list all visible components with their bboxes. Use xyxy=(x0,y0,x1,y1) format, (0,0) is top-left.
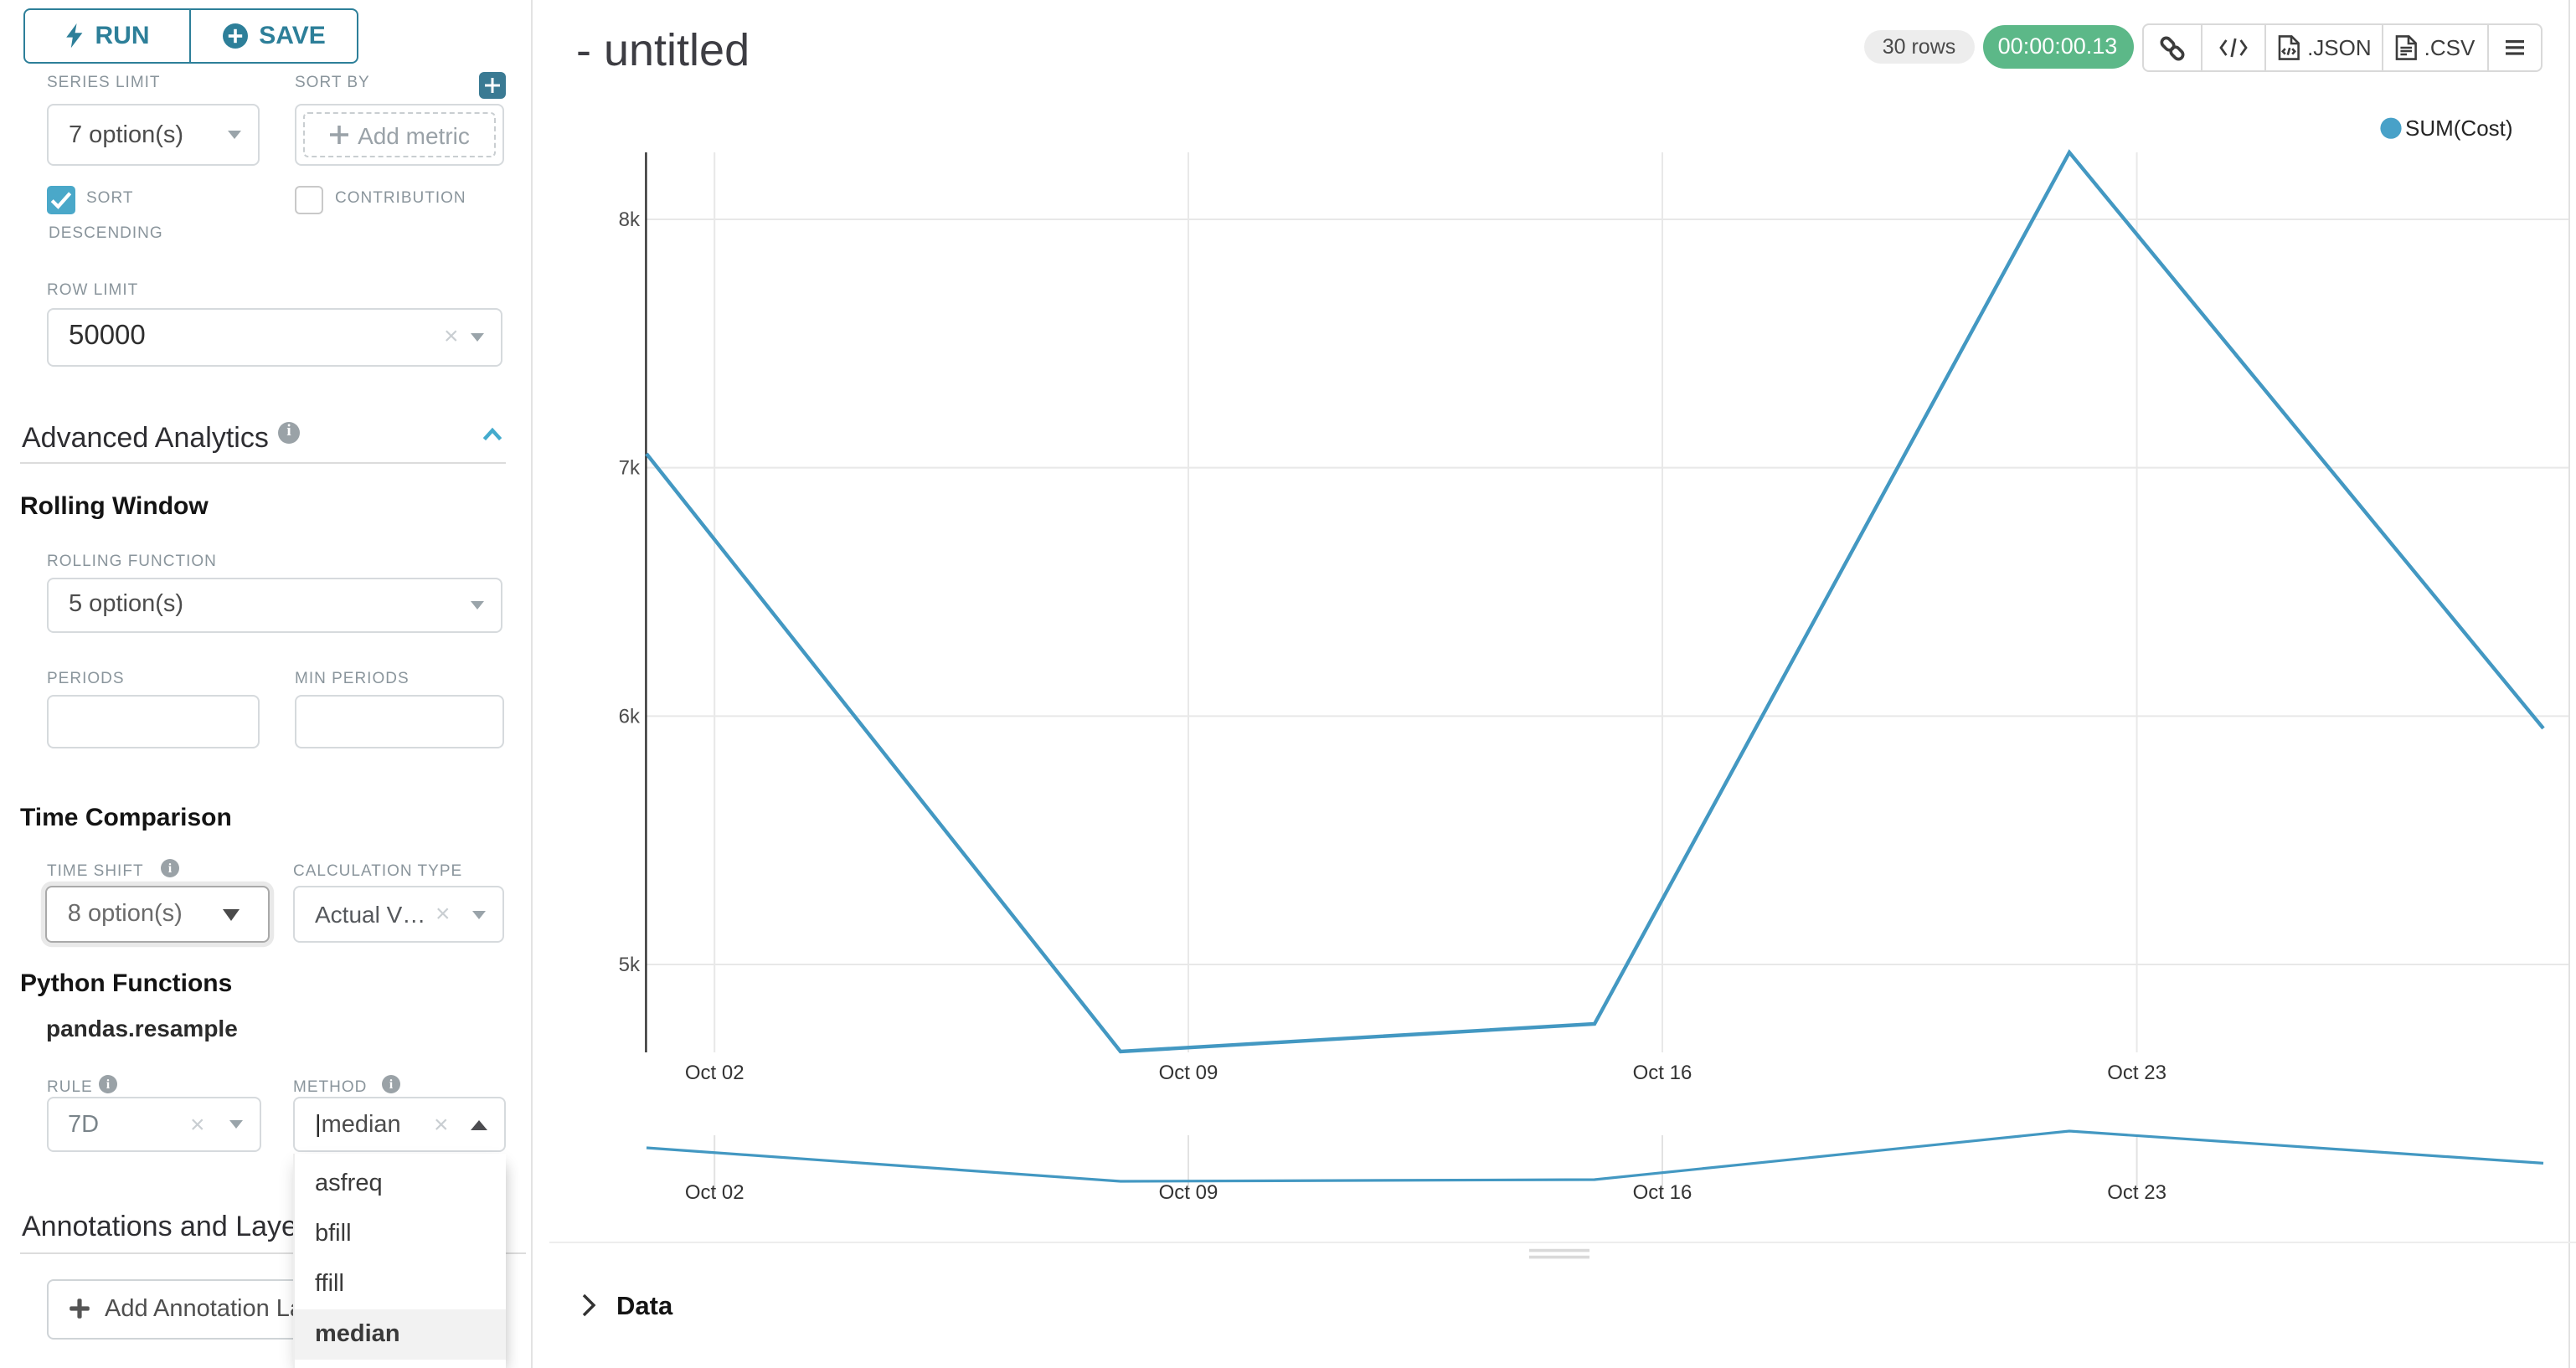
svg-text:Oct 16: Oct 16 xyxy=(1633,1181,1692,1204)
svg-text:Data: Data xyxy=(616,1291,673,1320)
svg-text:Oct 09: Oct 09 xyxy=(1159,1181,1218,1204)
svg-text:Oct 09: Oct 09 xyxy=(1159,1062,1218,1084)
svg-text:SUM(Cost): SUM(Cost) xyxy=(2405,116,2513,141)
svg-text:Oct 23: Oct 23 xyxy=(2107,1062,2166,1084)
svg-text:Oct 02: Oct 02 xyxy=(685,1181,744,1204)
svg-text:Oct 16: Oct 16 xyxy=(1633,1062,1692,1084)
svg-text:Oct 23: Oct 23 xyxy=(2107,1181,2166,1204)
svg-text:8k: 8k xyxy=(619,208,641,231)
svg-text:6k: 6k xyxy=(619,705,641,728)
svg-text:5k: 5k xyxy=(619,954,641,976)
svg-text:Oct 02: Oct 02 xyxy=(685,1062,744,1084)
svg-text:7k: 7k xyxy=(619,457,641,480)
